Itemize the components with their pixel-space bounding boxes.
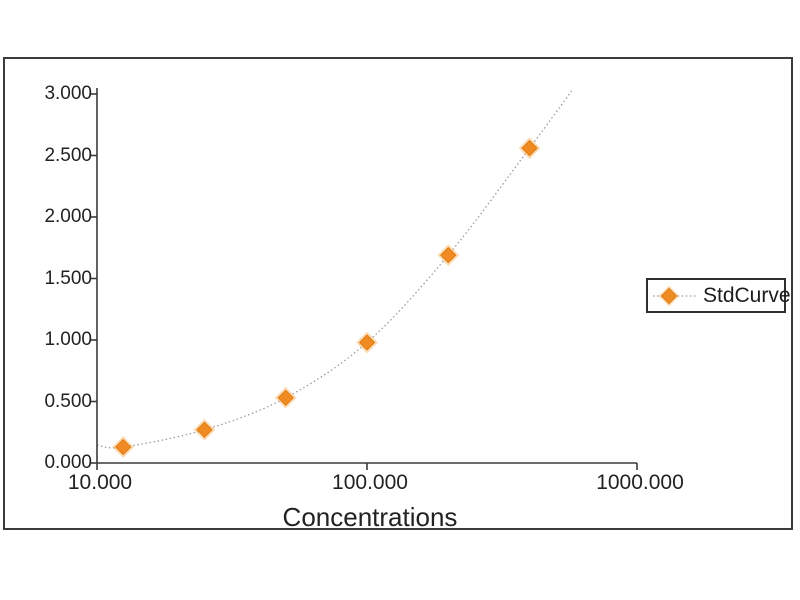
legend-diamond-icon xyxy=(660,287,678,304)
data-point-diamond xyxy=(358,334,376,351)
data-point-diamond xyxy=(440,246,457,264)
legend-label: StdCurve xyxy=(703,283,791,307)
y-tick-label: 0.000 xyxy=(44,452,92,473)
x-tick-label: 1000.000 xyxy=(596,471,684,494)
data-points-layer xyxy=(112,137,541,459)
x-axis-title: Concentrations xyxy=(282,502,458,532)
data-point-diamond xyxy=(521,139,538,157)
data-point-diamond xyxy=(277,389,294,407)
x-tick-label: 10.000 xyxy=(67,471,133,494)
y-tick-label: 2.000 xyxy=(44,206,92,227)
y-tick-label: 3.000 xyxy=(44,83,92,104)
y-tick-label: 2.500 xyxy=(44,144,92,166)
x-tick-label: 100.000 xyxy=(332,471,408,494)
fit-curve-dotted-line xyxy=(96,89,573,449)
y-tick-label: 1.500 xyxy=(44,267,92,289)
data-point-diamond xyxy=(114,438,132,456)
y-tick-label: 0.500 xyxy=(44,390,92,412)
y-tick-label: 1.000 xyxy=(44,329,92,350)
legend-box: StdCurve xyxy=(646,278,791,313)
axes-layer xyxy=(91,88,638,470)
data-point-diamond xyxy=(196,421,213,438)
legend-stdcurve-marker-icon xyxy=(653,285,697,306)
